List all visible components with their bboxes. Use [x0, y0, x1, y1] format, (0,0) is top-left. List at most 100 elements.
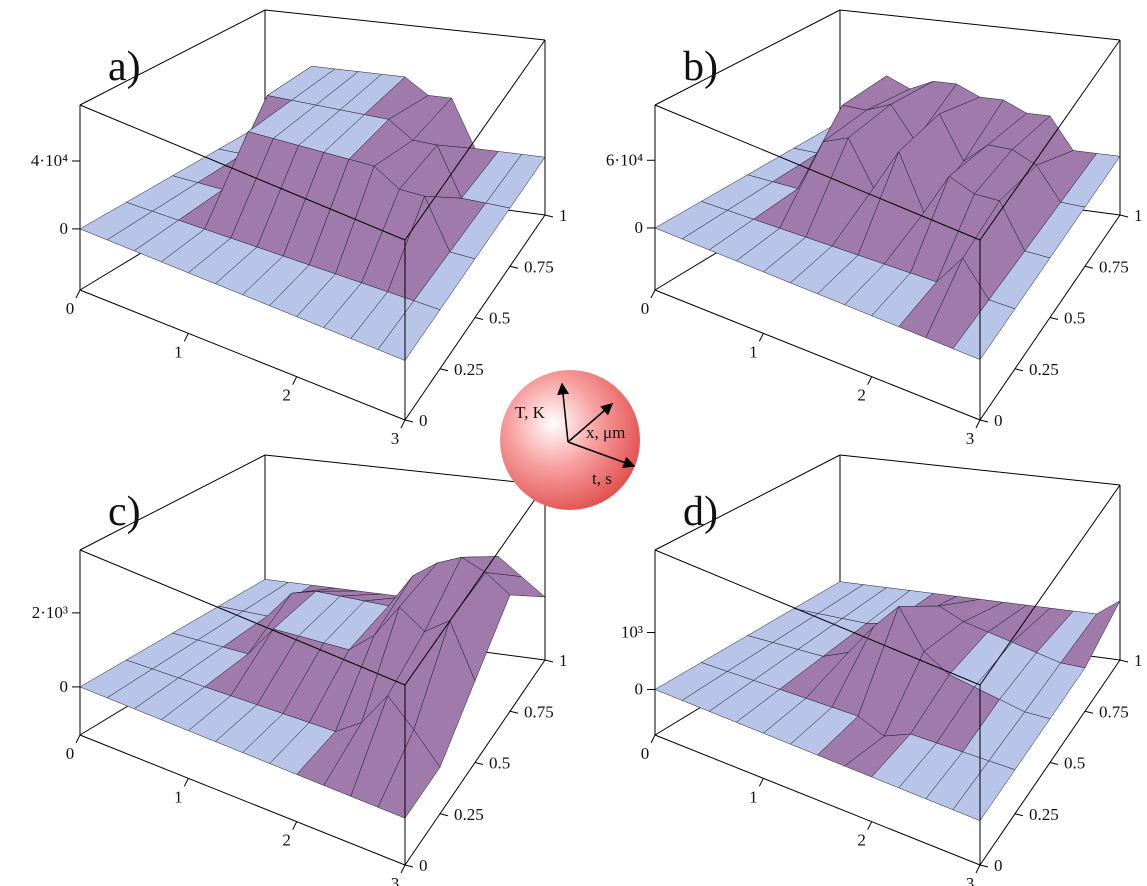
- x-tick-label: 0: [994, 856, 1003, 875]
- z-tick-label: 0: [60, 219, 69, 238]
- box-edge: [654, 454, 841, 551]
- box-edge: [79, 9, 266, 106]
- t-tick-label: 3: [966, 874, 975, 886]
- box-edge: [79, 104, 406, 241]
- surface-cell: [377, 300, 441, 361]
- t-tick-label: 3: [391, 429, 400, 448]
- panel-label: a): [108, 44, 141, 90]
- box-edge: [654, 734, 981, 866]
- z-tick-label: 10³: [621, 623, 643, 642]
- axes-legend: T, K x, μm t, s: [500, 370, 640, 510]
- x-tick-label: 0.75: [1099, 702, 1129, 721]
- x-tick: [474, 762, 484, 765]
- t-tick: [867, 821, 873, 830]
- box-edge: [654, 289, 981, 421]
- x-tick: [1084, 265, 1094, 269]
- t-tick-label: 2: [282, 831, 291, 850]
- x-tick-label: 0.5: [1064, 754, 1085, 773]
- x-tick: [544, 659, 554, 663]
- z-tick-label: 2·10³: [32, 603, 68, 622]
- arrow-t: [567, 441, 636, 469]
- box-edge: [79, 289, 406, 421]
- t-tick: [975, 864, 981, 874]
- panel-label: c): [108, 489, 141, 535]
- box-edge: [404, 39, 546, 241]
- t-tick: [400, 864, 406, 874]
- t-tick-label: 1: [749, 787, 758, 806]
- arrow-x: [567, 403, 614, 443]
- t-tick-label: 3: [391, 874, 400, 886]
- x-tick-label: 0.75: [524, 257, 554, 276]
- legend-T: T, K: [515, 403, 546, 422]
- t-tick-label: 1: [749, 342, 758, 361]
- t-tick: [758, 333, 764, 342]
- arrow-T: [557, 382, 570, 443]
- z-tick-label: 0: [60, 677, 69, 696]
- x-tick-label: 0: [994, 411, 1003, 430]
- x-tick-label: 0.5: [489, 309, 510, 328]
- x-tick: [1049, 762, 1059, 765]
- x-tick: [979, 419, 989, 423]
- x-tick-label: 1: [1134, 651, 1143, 670]
- x-tick: [404, 419, 414, 423]
- x-tick-label: 0.75: [1099, 257, 1129, 276]
- t-tick: [400, 419, 406, 429]
- t-tick: [292, 376, 298, 385]
- t-tick: [75, 289, 81, 299]
- x-tick: [1014, 813, 1024, 817]
- t-tick-label: 2: [282, 386, 291, 405]
- panel-label: b): [683, 44, 718, 90]
- box-edge: [654, 9, 841, 106]
- z-tick-label: 4·10⁴: [31, 151, 68, 170]
- t-tick: [183, 778, 189, 787]
- t-tick-label: 0: [66, 744, 75, 763]
- box-edge: [979, 484, 1121, 686]
- x-tick: [1049, 317, 1059, 320]
- t-tick-label: 0: [66, 299, 75, 318]
- x-tick-label: 0.25: [1029, 360, 1059, 379]
- x-tick: [1119, 659, 1129, 663]
- box-edge: [264, 454, 546, 486]
- panel: 0 1 2 3 0 0.25 0.5 0.75 1 0 10³ d): [621, 454, 1143, 886]
- t-tick-label: 1: [174, 787, 183, 806]
- x-tick-label: 0.25: [1029, 805, 1059, 824]
- x-tick-label: 0: [419, 411, 428, 430]
- x-tick: [509, 265, 519, 269]
- x-tick-label: 0.75: [524, 702, 554, 721]
- x-tick-label: 0.25: [454, 360, 484, 379]
- box-edge: [79, 549, 406, 686]
- t-tick: [650, 289, 656, 299]
- surface-cell: [952, 299, 1016, 360]
- box-edge: [839, 9, 1121, 41]
- t-tick-label: 3: [966, 429, 975, 448]
- box-edge: [79, 734, 406, 866]
- t-tick-label: 2: [857, 386, 866, 405]
- x-tick: [1084, 710, 1094, 714]
- t-tick: [183, 333, 189, 342]
- t-tick: [867, 376, 873, 385]
- t-tick: [975, 419, 981, 429]
- t-tick-label: 2: [857, 831, 866, 850]
- legend-t: t, s: [592, 469, 612, 488]
- z-tick-label: 6·10⁴: [606, 150, 643, 169]
- x-tick: [439, 813, 449, 817]
- box-edge: [264, 9, 546, 41]
- z-tick-label: 0: [635, 679, 644, 698]
- panels: 012300.250.50.75104·10⁴a)012300.250.50.7…: [31, 9, 1143, 886]
- panel-label: d): [683, 489, 718, 535]
- x-tick: [1119, 214, 1129, 218]
- x-tick-label: 1: [1134, 206, 1143, 225]
- x-tick-label: 0.5: [1064, 309, 1085, 328]
- t-tick-label: 0: [641, 299, 650, 318]
- x-tick: [1014, 368, 1024, 372]
- t-tick: [650, 734, 656, 744]
- x-tick-label: 0.25: [454, 805, 484, 824]
- surface-cell: [952, 760, 1016, 821]
- t-tick-label: 1: [174, 342, 183, 361]
- legend-x: x, μm: [586, 423, 625, 442]
- x-tick: [509, 710, 519, 714]
- panel: 0 1 2 3 0 0.25 0.5 0.75 1 0 2·10³ c): [32, 454, 568, 886]
